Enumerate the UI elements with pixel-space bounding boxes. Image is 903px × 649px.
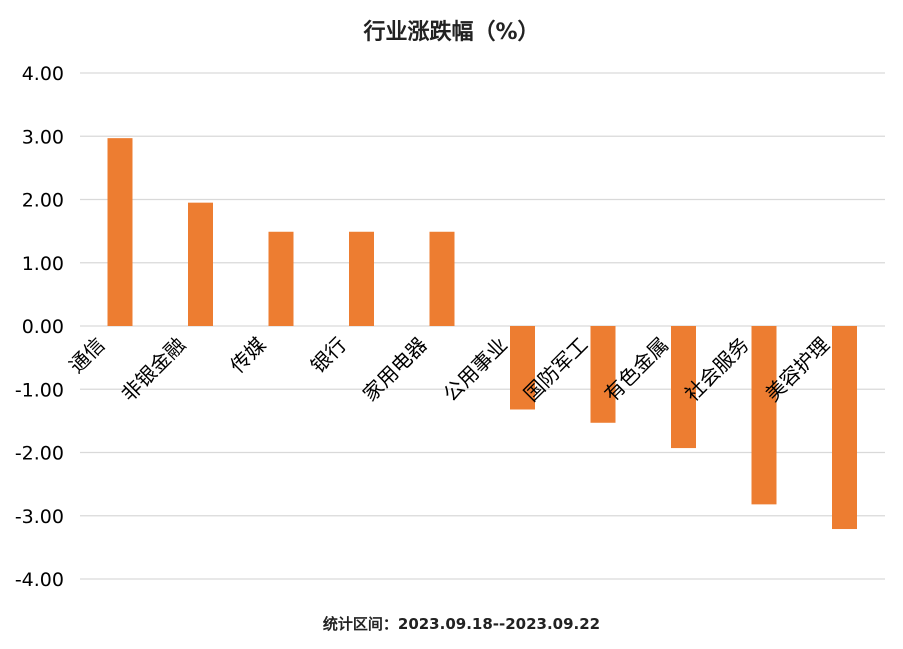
bar <box>671 326 696 449</box>
y-tick-label: -2.00 <box>15 443 64 465</box>
y-axis-tick-labels: 4.00 3.00 2.00 1.00 0.00 -1.00 -2.00 -3.00 -4.00 <box>15 63 64 591</box>
bar <box>590 326 616 423</box>
x-category-label: 家用电器 <box>358 333 432 407</box>
y-tick-label: 3.00 <box>22 126 64 148</box>
bars <box>107 138 857 530</box>
y-tick-label: 4.00 <box>22 63 64 85</box>
y-tick-label: -4.00 <box>15 569 64 591</box>
bar <box>751 326 777 505</box>
bar <box>349 231 374 326</box>
x-category-label: 公用事业 <box>438 333 512 407</box>
bar <box>107 138 133 326</box>
bar <box>268 231 294 326</box>
x-axis-category-labels: 通信 非银金融 传媒 银行 家用电器 公用事业 国防军工 有色金属 社会服务 美容护理 <box>64 333 834 407</box>
y-tick-label: 2.00 <box>22 190 64 212</box>
x-category-label: 通信 <box>64 333 109 378</box>
y-tick-label: 1.00 <box>22 253 64 275</box>
y-tick-label: -1.00 <box>15 379 64 401</box>
gridlines <box>80 72 885 580</box>
bar <box>832 326 857 530</box>
x-category-label: 银行 <box>306 333 351 378</box>
bar <box>429 231 455 326</box>
stat-period-footer: 统计区间：2023.09.18--2023.09.22 <box>322 615 601 633</box>
x-category-label: 传媒 <box>225 333 270 378</box>
bar <box>510 326 535 410</box>
y-tick-label: 0.00 <box>22 316 64 338</box>
x-category-label: 非银金融 <box>116 333 190 407</box>
bar <box>188 202 213 326</box>
y-tick-label: -3.00 <box>15 506 64 528</box>
chart-title: 行业涨跌幅（%） <box>363 20 540 45</box>
